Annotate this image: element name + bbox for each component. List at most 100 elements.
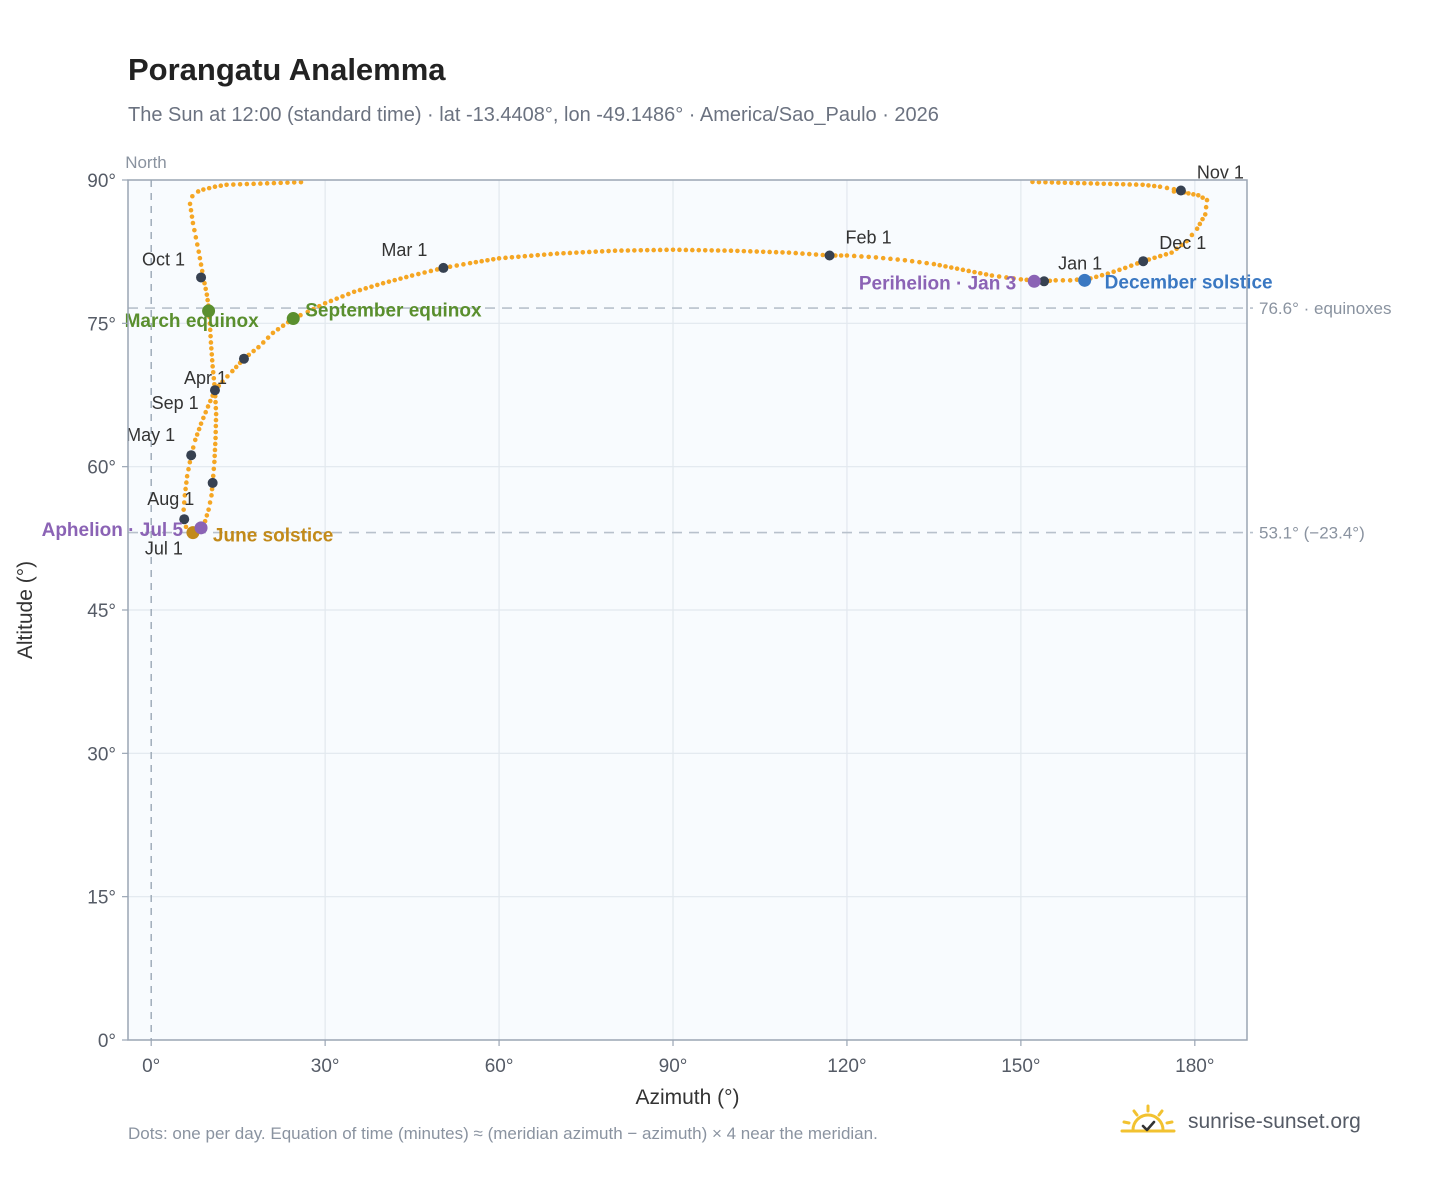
month-marker-label: Jan 1 (1058, 253, 1102, 273)
day-dot (1082, 180, 1087, 186)
y-tick-label: 60° (87, 458, 116, 479)
day-dot (1062, 180, 1068, 186)
day-dot (1093, 274, 1099, 280)
month-marker (438, 262, 449, 273)
event-marker (194, 521, 208, 535)
day-dot (447, 264, 453, 270)
day-dot (1111, 269, 1116, 275)
day-dot (1074, 277, 1080, 282)
day-dot (233, 364, 239, 370)
brand-name: sunrise-sunset.org (1188, 1110, 1361, 1133)
event-label: June solstice (213, 526, 333, 547)
day-dot (754, 249, 760, 254)
day-dot (813, 252, 819, 257)
month-markers: Jan 1 Feb 1 Mar 1 Apr 1 May 1 Jul 1 Aug 1 Sep 1… (126, 163, 1244, 559)
day-dot (1030, 179, 1035, 185)
day-dot (181, 507, 186, 512)
day-dot (206, 185, 212, 191)
day-dot (192, 227, 197, 233)
day-dot (467, 260, 473, 266)
day-dot (369, 284, 374, 289)
day-dot (275, 327, 281, 332)
day-dot (1197, 221, 1203, 227)
month-marker-label: Oct 1 (142, 249, 185, 269)
day-dot (194, 432, 200, 437)
day-dot (187, 201, 193, 207)
brand[interactable]: sunrise-sunset.org (1120, 1104, 1361, 1140)
event-label: December solstice (1105, 272, 1273, 293)
day-dot (1120, 181, 1126, 187)
day-dot (902, 257, 908, 263)
day-dot (888, 256, 893, 262)
day-dot (1105, 271, 1111, 276)
day-dot (806, 251, 812, 257)
day-dot (198, 262, 204, 267)
day-dot (251, 181, 256, 187)
month-marker (824, 250, 835, 261)
day-dot (188, 207, 194, 213)
day-dot (278, 180, 283, 186)
day-dot (1114, 181, 1120, 187)
day-dot (844, 253, 850, 258)
day-dot (209, 486, 215, 492)
day-dot (541, 252, 547, 257)
day-dot (780, 250, 785, 255)
day-dot (683, 247, 689, 253)
day-dot (1202, 212, 1208, 217)
month-marker (179, 514, 190, 525)
day-dot (1117, 267, 1122, 273)
day-dot (192, 437, 198, 443)
day-dot (1174, 246, 1179, 252)
event-markers: March equinox September equinox June solst… (42, 272, 1273, 546)
day-dot (800, 251, 805, 256)
day-dot (207, 327, 213, 333)
day-dot (619, 248, 624, 253)
day-dot (1060, 278, 1066, 283)
day-dot (208, 333, 213, 339)
sun-check-icon (1120, 1104, 1176, 1133)
day-dot (311, 306, 316, 312)
day-dot (715, 248, 721, 253)
y-tick-label: 90° (87, 171, 116, 192)
day-dot (664, 247, 669, 253)
day-dot (334, 296, 340, 301)
day-dot (260, 340, 266, 345)
day-dot (931, 261, 937, 267)
month-marker-label: Mar 1 (381, 240, 427, 260)
day-dot (434, 267, 440, 272)
day-dot (202, 280, 207, 286)
day-dot (211, 375, 217, 381)
day-dot (209, 358, 215, 363)
day-dot (1184, 238, 1190, 244)
grid-layer (128, 180, 1247, 1040)
day-dot (1200, 195, 1205, 200)
day-dot (880, 255, 886, 261)
day-dot (528, 253, 534, 259)
month-marker-label: Jul 1 (145, 539, 183, 559)
day-dot (220, 379, 225, 384)
month-marker-label: Nov 1 (1197, 163, 1244, 183)
day-dot (972, 269, 977, 275)
day-dot (516, 254, 521, 260)
day-dot (196, 249, 202, 254)
day-dot (213, 411, 219, 417)
day-dot (1075, 180, 1081, 186)
day-dot (1128, 263, 1134, 268)
day-dot (231, 182, 236, 187)
day-dot (186, 466, 191, 472)
day-dot (291, 180, 297, 185)
day-dot (298, 179, 304, 185)
day-dot (651, 247, 656, 253)
day-dot (1088, 181, 1094, 186)
day-dot (873, 255, 879, 260)
month-marker-label: Sep 1 (152, 393, 199, 413)
day-dot (206, 507, 211, 512)
x-tick-label: 0° (142, 1056, 160, 1077)
day-dot (838, 253, 844, 258)
day-dot (251, 348, 256, 354)
day-dot (820, 252, 826, 258)
day-dot (767, 249, 772, 255)
day-dot (1171, 186, 1177, 192)
day-dot (1049, 180, 1055, 185)
